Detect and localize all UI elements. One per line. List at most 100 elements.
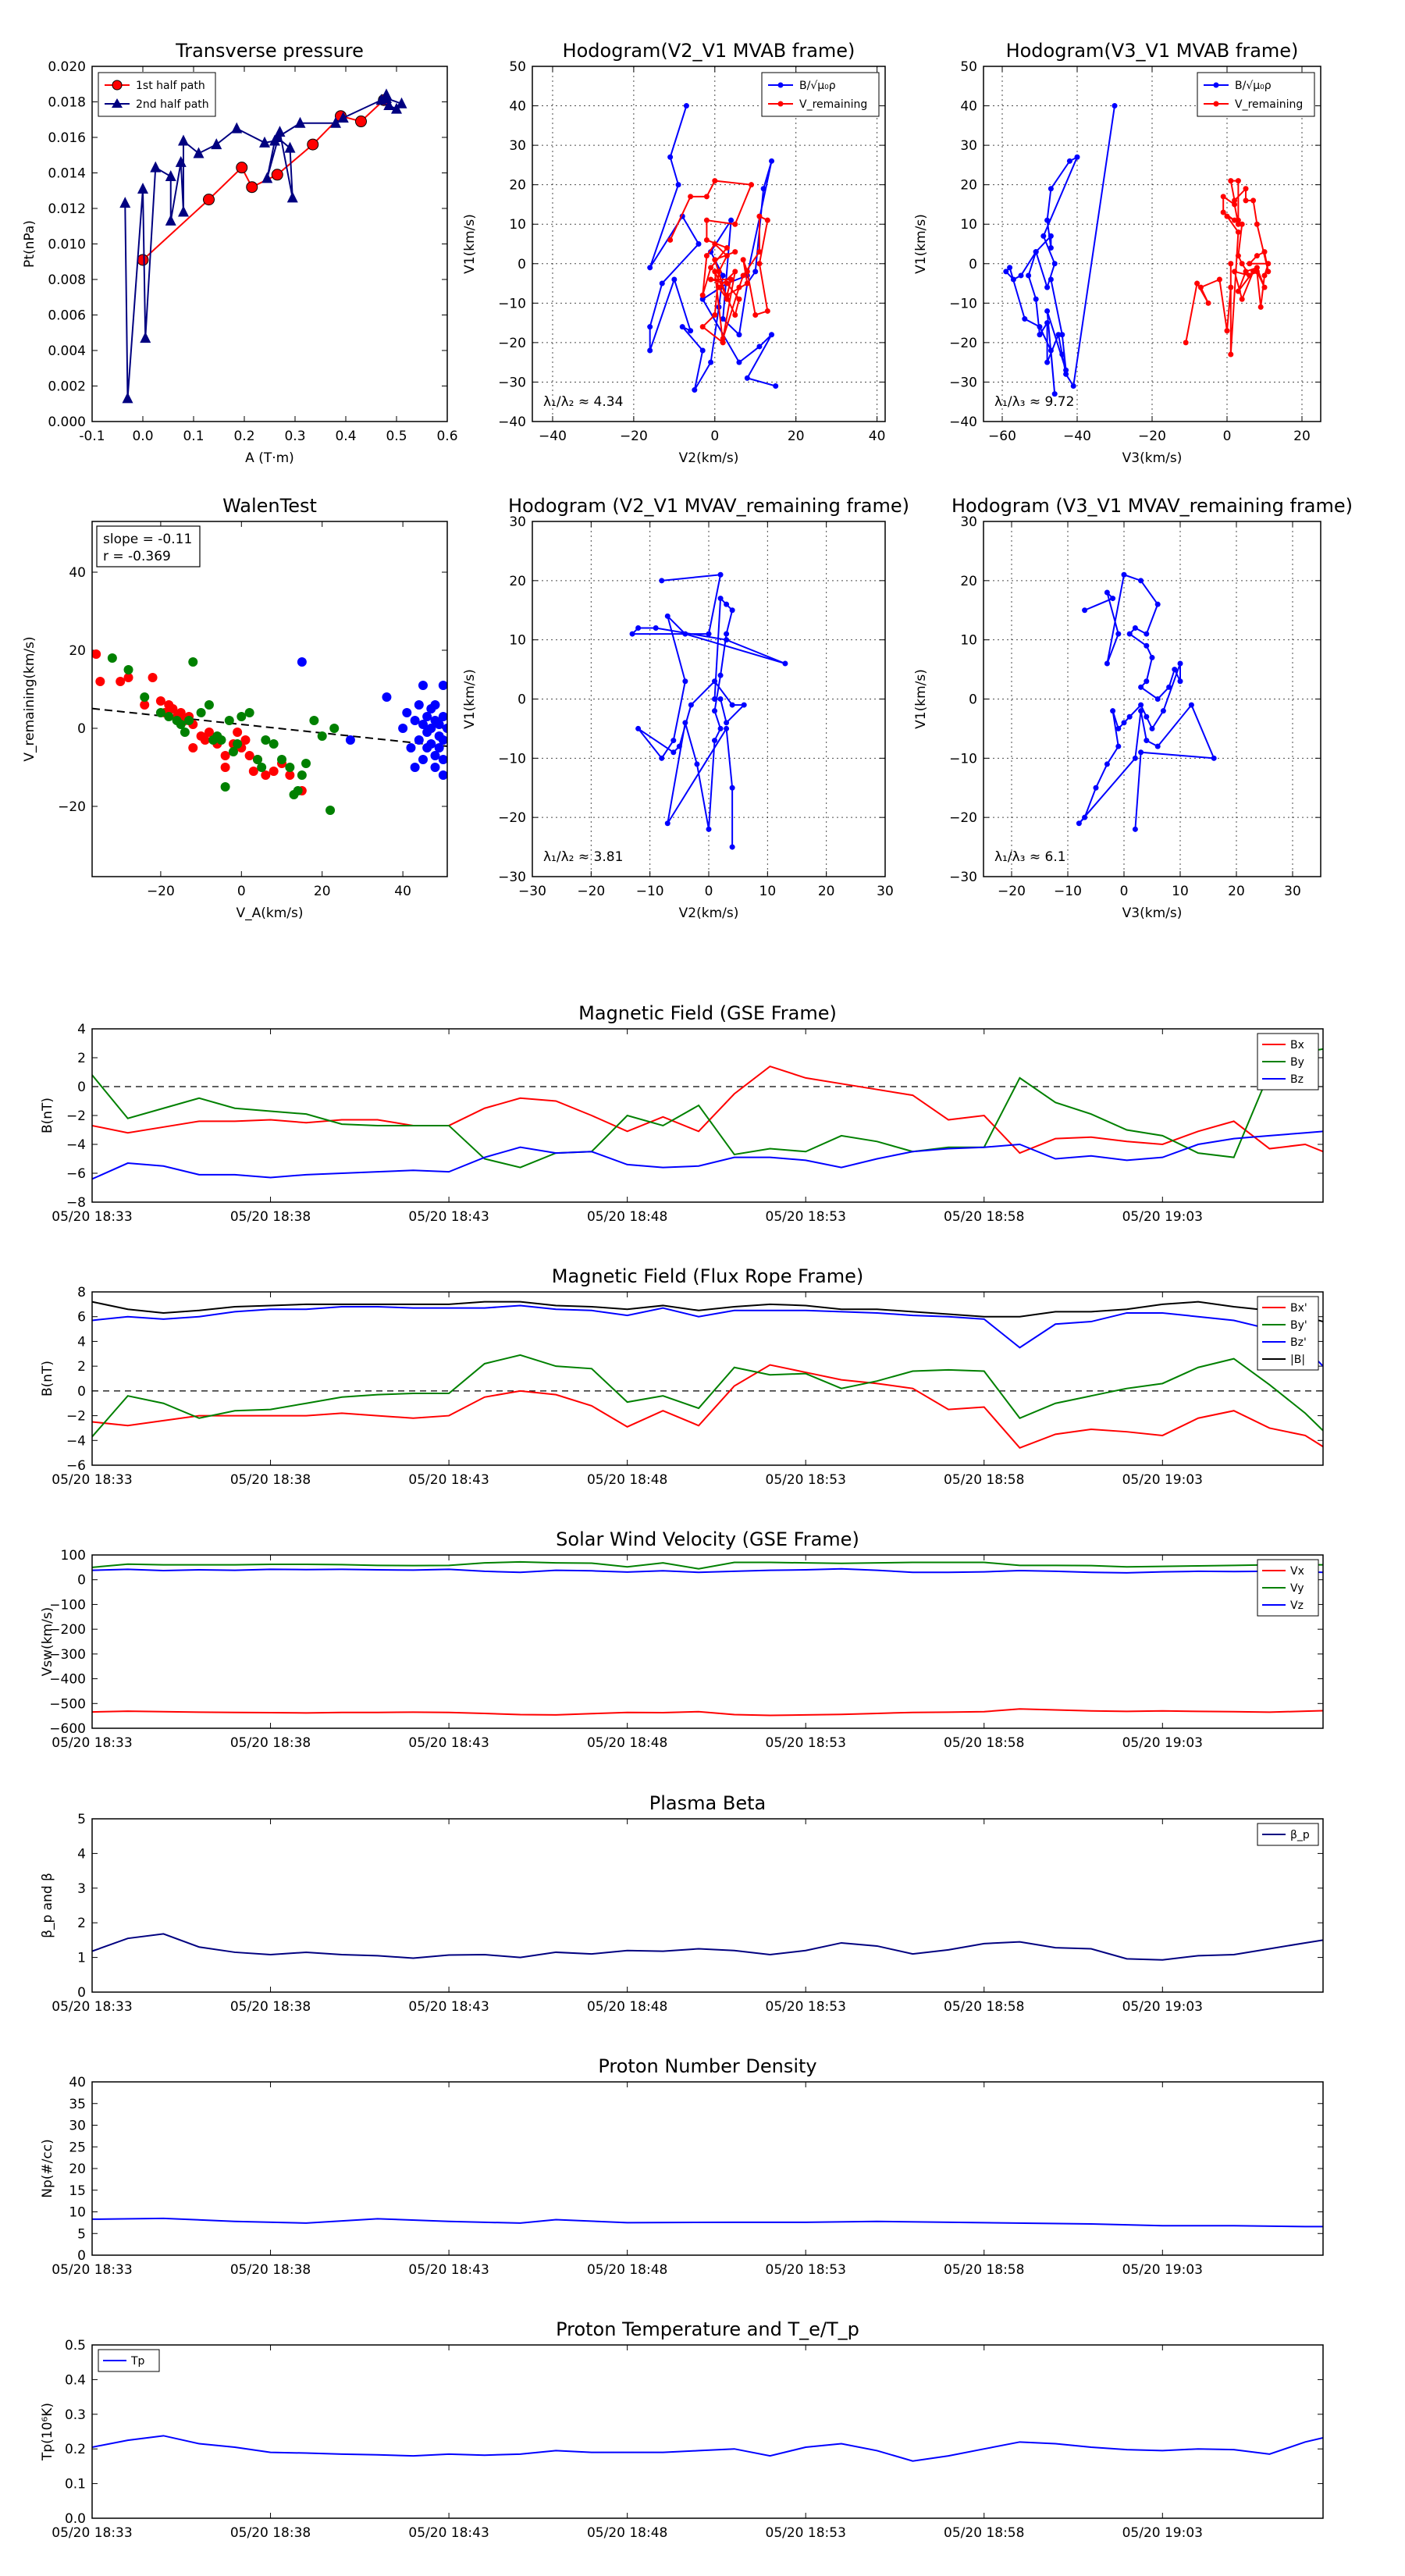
x-tick-label: 0 (1223, 429, 1232, 444)
hodogram-point (1261, 249, 1268, 255)
y-tick-label: 3 (77, 1881, 86, 1897)
y-tick-label: −20 (949, 810, 977, 826)
x-tick-label: −20 (577, 884, 605, 899)
hodogram-point (752, 269, 759, 275)
scatter-point-green (228, 747, 238, 756)
series-line (92, 1048, 1323, 1169)
y-tick-label: 100 (61, 1548, 86, 1564)
y-tick-label: 0.0 (65, 2511, 86, 2527)
hodogram-point (1254, 253, 1260, 259)
y-tick-label: 40 (509, 99, 526, 115)
hodogram-point (712, 738, 718, 744)
scatter-point-red (285, 770, 295, 780)
hodogram-point (1055, 332, 1062, 338)
y-axis-label: V1(km/s) (462, 214, 478, 274)
hodogram-point (703, 217, 710, 223)
legend-label: V_remaining (1235, 98, 1303, 111)
legend-label: 1st half path (136, 80, 205, 92)
data-point (165, 214, 176, 226)
scatter-point-green (233, 739, 243, 749)
data-point (119, 197, 131, 208)
x-tick-label: 05/20 18:33 (52, 1999, 132, 2015)
scatter-point-red (92, 649, 101, 659)
x-tick-label: 05/20 19:03 (1122, 1999, 1203, 2015)
hodogram-point (724, 637, 730, 643)
hodogram-point (653, 625, 659, 631)
y-tick-label: 20 (960, 574, 977, 589)
y-tick-label: 2 (77, 1051, 86, 1066)
hodogram-point (659, 280, 665, 286)
y-axis-label: B(nT) (40, 1361, 55, 1397)
legend-label: B/√μ₀ρ (1235, 80, 1272, 92)
scatter-point-green (261, 735, 271, 745)
chart-title: Solar Wind Velocity (GSE Frame) (556, 1528, 859, 1550)
hodogram-point (694, 761, 700, 767)
y-tick-label: 0.000 (48, 415, 86, 430)
chart-h2: −60 −40 −20 0 20 −40 −30 −20 −10 0 10 20 30 40 50 Hodog… (913, 40, 1321, 466)
hodogram-point (1037, 324, 1043, 330)
scatter-point-red (155, 696, 165, 706)
y-tick-label: 0 (77, 1080, 86, 1095)
scatter-point-blue (414, 735, 424, 745)
hodogram-point (1250, 269, 1257, 275)
legend-box (98, 72, 216, 117)
scatter-point-blue (414, 700, 424, 710)
x-tick-label: 0.1 (183, 429, 204, 444)
hodogram-point (1188, 702, 1194, 708)
chart-tp: -0.1 0.0 0.1 0.2 0.3 0.4 0.5 0.6 0.000 0.002 0.004… (22, 40, 458, 466)
hodogram-point (1007, 265, 1013, 271)
hodogram-point (1115, 725, 1122, 731)
data-point (211, 138, 222, 150)
scatter-point-red (168, 704, 178, 713)
scatter-point-green (224, 716, 234, 725)
chart-beta: 05/20 18:33 05/20 18:38 05/20 18:43 05/20 1… (40, 1792, 1324, 2015)
legend-marker (112, 80, 123, 91)
x-tick-label: −10 (1054, 884, 1082, 899)
plot-frame (983, 521, 1321, 877)
legend-label: B/√μ₀ρ (799, 80, 836, 92)
hodogram-point (1261, 272, 1268, 279)
y-tick-label: 4 (77, 1022, 86, 1037)
scatter-point-blue (430, 700, 440, 710)
hodogram-point (1048, 233, 1054, 239)
x-axis-label: V2(km/s) (679, 450, 739, 466)
y-tick-label: 10 (960, 633, 977, 649)
data-point (165, 170, 176, 182)
hodogram-point (1063, 367, 1069, 373)
y-tick-label: 0 (77, 721, 86, 737)
y-tick-label: 40 (69, 565, 86, 581)
y-tick-label: 10 (509, 633, 526, 649)
y-tick-label: 6 (77, 1310, 86, 1325)
data-point (231, 122, 243, 133)
scatter-point-blue (422, 712, 432, 721)
scatter-point-green (123, 665, 133, 674)
y-tick-label: −4 (66, 1137, 86, 1153)
hodogram-point (732, 221, 738, 227)
hodogram-point (688, 702, 694, 708)
scatter-point-blue (438, 755, 447, 764)
hodogram-point (1265, 261, 1272, 267)
hodogram-point (1066, 158, 1072, 164)
legend-label: By (1290, 1056, 1304, 1069)
data-point (330, 116, 341, 128)
hodogram-point (717, 672, 724, 678)
ratio-annotation: λ₁/λ₂ ≈ 3.81 (543, 849, 623, 865)
y-tick-label: 0.018 (48, 95, 86, 111)
y-tick-label: 50 (509, 59, 526, 75)
hodogram-point (679, 324, 685, 330)
hodogram-point (740, 272, 746, 279)
hodogram-point (1235, 288, 1241, 294)
y-tick-label: −300 (49, 1647, 86, 1663)
x-tick-label: 05/20 18:38 (230, 1209, 311, 1225)
x-tick-label: 0.2 (233, 429, 254, 444)
x-tick-label: 05/20 18:48 (587, 2525, 667, 2541)
scatter-point-green (188, 657, 198, 667)
hodogram-point (728, 276, 735, 283)
y-axis-label: V1(km/s) (913, 214, 929, 274)
x-tick-label: 0.3 (284, 429, 305, 444)
chart-h1: −40 −20 0 20 40 −40 −30 −20 −10 0 10 20 30 40 50 Hodogr… (462, 40, 886, 466)
hodogram-point (688, 328, 694, 334)
y-tick-label: 5 (77, 2226, 86, 2242)
data-point (307, 138, 319, 151)
